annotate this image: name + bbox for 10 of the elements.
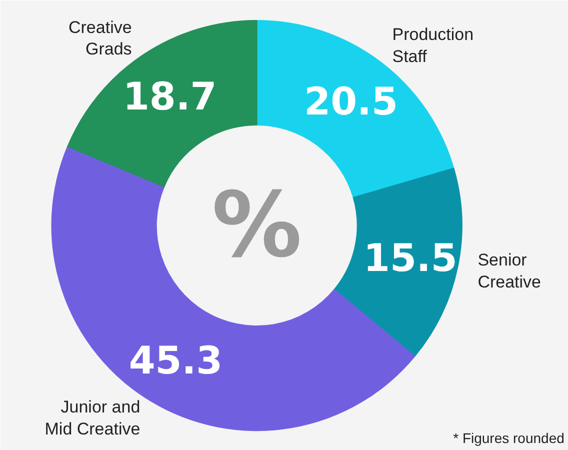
data-label: 45.3 xyxy=(128,338,223,382)
slice-label: Junior and Mid Creative xyxy=(44,398,140,439)
text: * Figures rounded xyxy=(453,430,564,446)
slice-label: Senior Creative xyxy=(478,250,542,292)
text: % xyxy=(212,173,302,278)
data-label: 15.5 xyxy=(364,236,458,280)
slice-label: Production Staff xyxy=(392,25,474,66)
slice-label: Creative Grads xyxy=(68,18,132,59)
data-label: 20.5 xyxy=(304,79,398,124)
data-label: 18.7 xyxy=(122,74,217,118)
